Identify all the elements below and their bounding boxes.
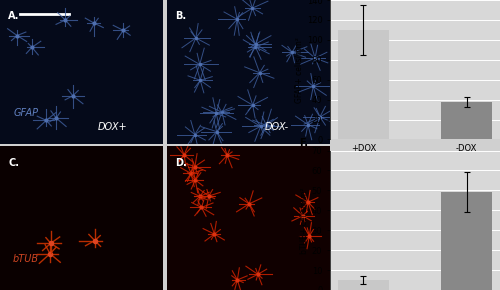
Bar [441, 192, 492, 290]
Y-axis label: GFAP+ cells/mm²: GFAP+ cells/mm² [295, 37, 304, 103]
Y-axis label: bTUB+ cells/mm²: bTUB+ cells/mm² [300, 187, 309, 253]
Text: B.: B. [175, 12, 186, 21]
Text: GFAP: GFAP [13, 108, 38, 118]
Text: bTUB: bTUB [13, 254, 39, 264]
Bar [338, 280, 389, 290]
Bar [441, 102, 492, 139]
Text: DOX-: DOX- [264, 122, 289, 132]
Text: C.: C. [8, 158, 19, 168]
Text: D.: D. [175, 158, 186, 168]
Bar [338, 30, 389, 139]
Text: F.: F. [300, 138, 308, 148]
Text: DOX+: DOX+ [98, 122, 128, 132]
Text: A.: A. [8, 12, 20, 21]
